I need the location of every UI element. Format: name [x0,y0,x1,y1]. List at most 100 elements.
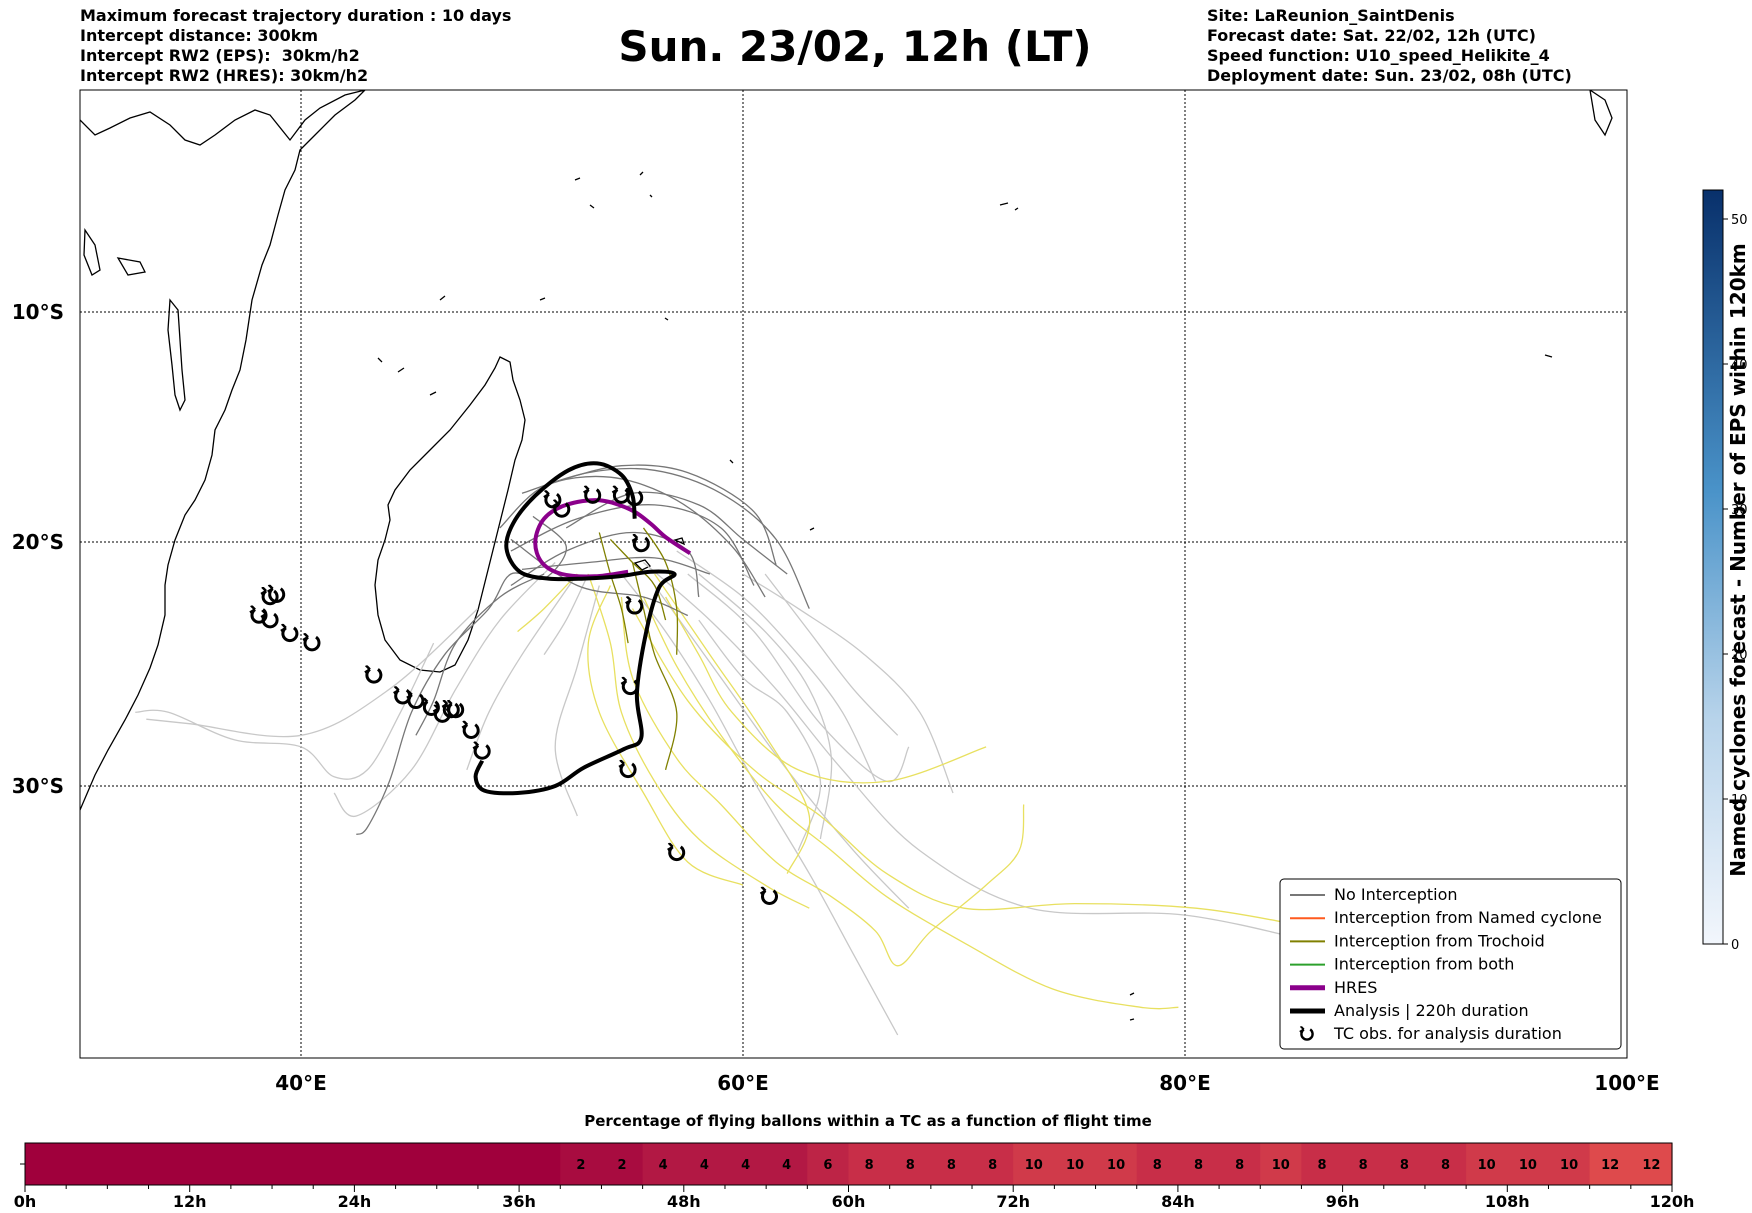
eps-track-yellow [665,596,987,784]
islands-east [999,202,1553,1021]
bar-title: Percentage of flying ballons within a TC… [584,1112,1152,1130]
bar-cell [1342,1143,1385,1185]
bar-cell-label: 8 [1235,1158,1244,1173]
bar-cell [1466,1143,1508,1185]
bar-cell-label: 10 [1025,1158,1043,1173]
map-frame [79,89,1628,1059]
bar-cell [1177,1143,1220,1185]
legend-label: Interception from Trochoid [1334,931,1545,950]
x-tick-label: 100°E [1594,1071,1659,1095]
eps-track-light [742,573,954,794]
bar-cell [1013,1143,1055,1185]
bar-cell [807,1143,850,1185]
bar-cell-label: 6 [823,1158,832,1173]
bar-cell-label: 8 [1441,1158,1450,1173]
bar-cell [1219,1143,1261,1185]
x-tick-label: 40°E [275,1071,327,1095]
colorbar: 0 10 20 30 40 50 Named cyclones forecast - Nu… [1702,189,1750,953]
bar-cell-label: 12 [1642,1158,1660,1173]
bar-cell-label: 8 [947,1158,956,1173]
gridlines [80,90,1627,1058]
eps-track-light [333,562,556,817]
trochoid-track [598,532,629,644]
bar-cell [519,1143,561,1185]
bar-cell [1548,1143,1591,1185]
bar-cell [724,1143,767,1185]
bar-cell [25,1143,67,1185]
bar-cell [477,1143,520,1185]
legend-label: TC obs. for analysis duration [1333,1024,1562,1043]
bar-cell-label: 8 [1317,1158,1326,1173]
madagascar-coast [374,356,526,673]
bar-tick-label: 12h [173,1192,207,1211]
bar-cell-label: 10 [1519,1158,1537,1173]
bar-cell [272,1143,314,1185]
bar-cell [642,1143,685,1185]
y-tick-label: 10°S [12,300,64,324]
bar-cell [683,1143,726,1185]
eps-track-yellow [587,585,744,886]
bar-cell [1095,1143,1138,1185]
bar-tick-label: 0h [14,1192,37,1211]
bar-cell [1507,1143,1550,1185]
x-tick-label: 60°E [717,1071,769,1095]
bar-ticks: 0h 12h 24h 36h 48h 60h 72h 84h 96h 108h 120h [14,1163,1694,1211]
bar-cell [230,1143,273,1185]
header-intercept-distance: Intercept distance: 300km [80,26,319,45]
no-interception-track [510,504,755,586]
bar-cell [1589,1143,1632,1185]
legend-label: Interception from both [1334,955,1514,974]
header-speed-function: Speed function: U10_speed_Helikite_4 [1207,46,1550,65]
bar-cell-label: 4 [741,1158,750,1173]
no-interception-track [510,531,700,598]
eps-track-yellow [631,608,1296,925]
bar-cell-label: 2 [617,1158,626,1173]
bar-tick-label: 72h [996,1192,1030,1211]
bar-cell [1054,1143,1097,1185]
eps-track-yellow [620,596,1025,967]
main-title: Sun. 23/02, 12h (LT) [618,22,1092,71]
x-tick-label: 80°E [1159,1071,1211,1095]
bar-cell-label: 4 [700,1158,709,1173]
bar-cell [972,1143,1014,1185]
trajectory-layer [135,461,1318,1036]
legend-label: Analysis | 220h duration [1334,1001,1529,1020]
bar-cell [1383,1143,1426,1185]
eps-track-yellow [587,573,810,909]
bar-cell-label: 10 [1478,1158,1496,1173]
bar-tick-label: 36h [502,1192,536,1211]
colorbar-tick-label: 50 [1731,213,1748,228]
no-interception-track [510,538,689,617]
bar-cell-label: 10 [1560,1158,1578,1173]
eps-track-light [135,642,435,780]
colorbar-tick-label: 10 [1731,793,1748,808]
lake-malawi [167,298,186,412]
no-interception-track [355,515,567,836]
colorbar-tick-label: 0 [1731,938,1739,953]
legend: No Interception Interception from Named c… [1279,878,1622,1050]
header-duration: Maximum forecast trajectory duration : 1… [80,6,512,25]
bar-cell-label: 8 [906,1158,915,1173]
eps-track-light [698,619,822,851]
bar-cell-label: 2 [576,1158,585,1173]
lake-tanganyika [83,227,101,276]
y-tick-label: 20°S [12,530,64,554]
bar-cell [66,1143,108,1185]
header-intercept-hres: Intercept RW2 (HRES): 30km/h2 [80,66,369,85]
bar-tick-label: 108h [1485,1192,1530,1211]
africa-coast [80,90,366,811]
trochoid-track [642,527,679,655]
header-forecast-date: Forecast date: Sat. 22/02, 12h (UTC) [1207,26,1536,45]
bar-cell-label: 10 [1272,1158,1290,1173]
eps-track-light [146,608,479,738]
bar-tick-label: 24h [338,1192,372,1211]
bar-cell [560,1143,603,1185]
eps-track-yellow [654,573,811,874]
legend-label: No Interception [1334,885,1458,904]
eps-track-light [698,573,833,840]
header-deployment-date: Deployment date: Sun. 23/02, 08h (UTC) [1207,66,1572,85]
bar-cell [889,1143,932,1185]
eps-track-light [620,573,899,1036]
colorbar-tick-label: 40 [1731,358,1748,373]
bar-cell [148,1143,191,1185]
